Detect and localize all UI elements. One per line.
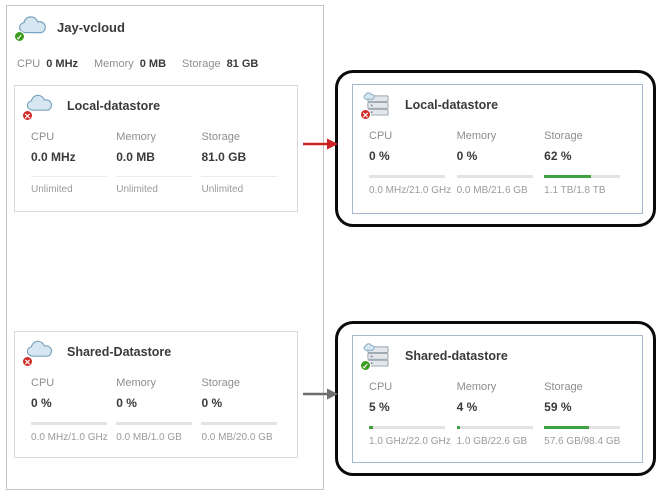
provider-memory-value: 0 MB [139,58,167,70]
metric-value: 5 % [369,400,390,414]
provider-title: Jay-vcloud [57,19,125,35]
metric-value: 4 % [456,400,478,414]
metric-label: CPU [31,377,55,389]
usage-bar [201,422,278,425]
memory-metric: Memory 0 % 0.0 MB/21.6 GB [456,130,545,196]
metric-label: Memory [456,381,497,393]
status-ok-icon: ✓ [360,360,371,371]
metric-caption: 0.0 MB/21.6 GB [456,185,528,196]
metric-label: CPU [369,381,393,393]
status-error-icon: ✕ [22,356,33,367]
metric-caption: 1.1 TB/1.8 TB [544,185,606,196]
metric-label: Memory [116,131,156,143]
metric-caption: 0.0 MB/20.0 GB [201,432,273,443]
metric-value: 0 % [369,149,390,163]
usage-bar [544,426,621,429]
provider-storage-label: Storage [182,58,221,70]
cpu-metric: CPU 0.0 MHz Unlimited [31,131,116,195]
metric-caption: Unlimited [201,184,244,195]
metric-label: CPU [31,131,55,143]
metric-value: 62 % [544,149,572,163]
status-error-icon: ✕ [360,109,371,120]
memory-metric: Memory 4 % 1.0 GB/22.6 GB [456,381,545,447]
usage-bar [456,426,533,429]
metric-caption: Unlimited [31,184,73,195]
provider-stats: CPU 0 MHz Memory 0 MB Storage 81 GB [17,54,274,72]
metric-label: CPU [369,130,393,142]
card-title: Shared-datastore [405,349,508,363]
metric-value: 0 % [31,396,52,410]
metric-caption: 1.0 GB/22.6 GB [456,436,528,447]
metric-label: Storage [201,377,240,389]
metric-caption: 57.6 GB/98.4 GB [544,436,621,447]
metric-label: Storage [544,130,583,142]
datastore-card-local-allocated[interactable]: ✕ Local-datastore CPU 0.0 MHz Unlimited … [14,85,298,212]
provider-storage-value: 81 GB [226,58,259,70]
metric-label: Storage [544,381,583,393]
metric-value: 0 % [116,396,137,410]
datastore-card-shared-allocated[interactable]: ✕ Shared-Datastore CPU 0 % 0.0 MHz/1.0 G… [14,331,298,458]
status-error-icon: ✕ [22,110,33,121]
memory-metric: Memory 0.0 MB Unlimited [116,131,201,195]
usage-bar [369,426,445,429]
storage-metric: Storage 0 % 0.0 MB/20.0 GB [201,377,286,443]
cloud-icon: ✕ [22,93,57,121]
metric-caption: 0.0 MHz/1.0 GHz [31,432,108,443]
storage-metric: Storage 59 % 57.6 GB/98.4 GB [544,381,632,447]
provider-memory-label: Memory [94,58,134,70]
card-title: Local-datastore [405,98,499,112]
cpu-metric: CPU 0 % 0.0 MHz/1.0 GHz [31,377,116,443]
usage-bar [116,422,193,425]
metric-label: Storage [201,131,240,143]
card-title: Local-datastore [67,99,161,113]
metric-value: 0 % [456,149,478,163]
gray-arrow-icon [301,387,339,406]
cpu-metric: CPU 0 % 0.0 MHz/21.0 GHz [369,130,457,196]
storage-metric: Storage 81.0 GB Unlimited [201,131,286,195]
usage-bar [31,422,107,425]
metric-value: 0.0 MHz [31,150,76,164]
status-ok-icon: ✓ [14,31,25,42]
metric-value: 0 % [201,396,223,410]
usage-bar [369,175,445,178]
metric-caption: Unlimited [116,184,158,195]
cpu-metric: CPU 5 % 1.0 GHz/22.0 GHz [369,381,457,447]
card-title: Shared-Datastore [67,345,172,359]
provider-cpu-label: CPU [17,58,41,70]
divider [31,176,107,177]
metric-label: Memory [116,377,156,389]
datastore-icon: ✕ [360,92,395,120]
cloud-icon: ✓ [14,14,49,42]
datastore-icon: ✓ [360,343,395,371]
metric-value: 59 % [544,400,572,414]
metric-caption: 0.0 MB/1.0 GB [116,432,182,443]
usage-bar [544,175,621,178]
provider-cpu-value: 0 MHz [46,58,79,70]
metric-label: Memory [456,130,497,142]
metric-caption: 0.0 MHz/21.0 GHz [369,185,452,196]
metric-caption: 1.0 GHz/22.0 GHz [369,436,451,447]
provider-header[interactable]: ✓ Jay-vcloud [14,14,125,42]
storage-metric: Storage 62 % 1.1 TB/1.8 TB [544,130,632,196]
datastore-card-local-usage[interactable]: ✕ Local-datastore CPU 0 % 0.0 MHz/21.0 G… [352,84,643,214]
datastore-card-shared-usage[interactable]: ✓ Shared-datastore CPU 5 % 1.0 GHz/22.0 … [352,335,643,463]
cloud-icon: ✕ [22,339,57,367]
metric-value: 0.0 MB [116,150,155,164]
memory-metric: Memory 0 % 0.0 MB/1.0 GB [116,377,201,443]
divider [201,176,278,177]
red-arrow-icon [301,137,339,156]
metric-value: 81.0 GB [201,150,247,164]
divider [116,176,193,177]
usage-bar [456,175,533,178]
